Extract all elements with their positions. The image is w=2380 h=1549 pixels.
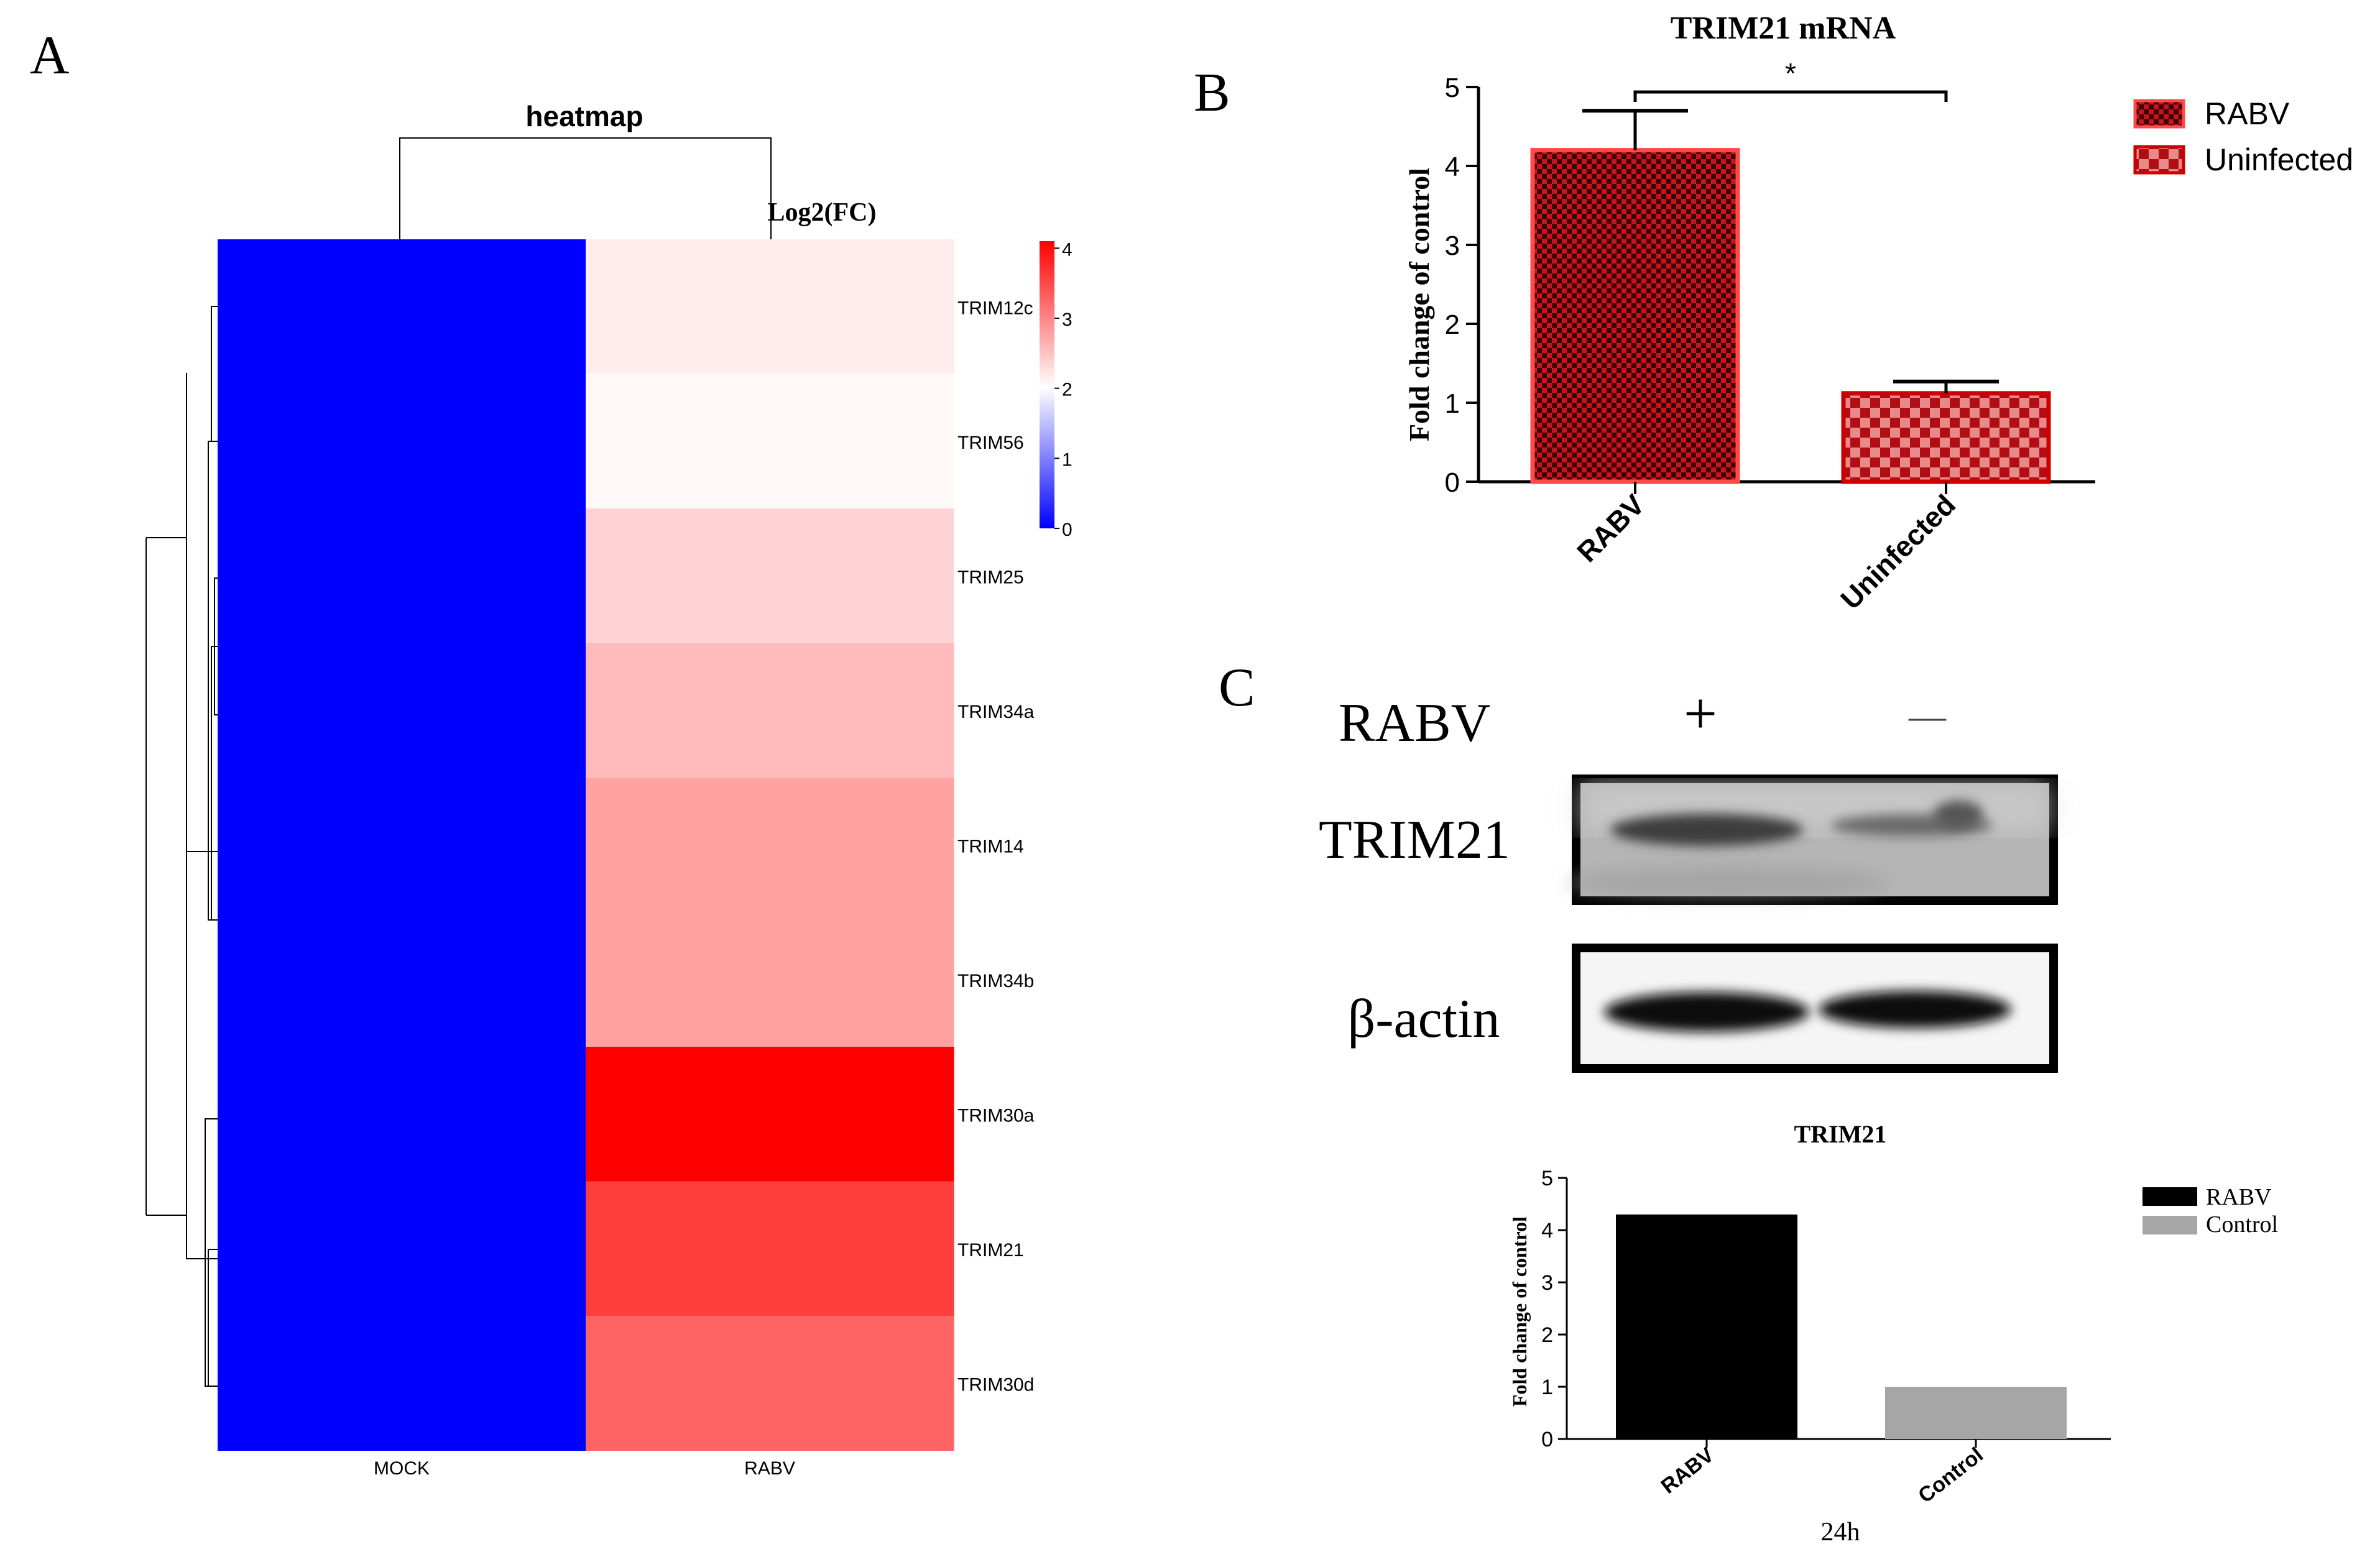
wb-y-tick-label: 5 [1541, 1167, 1553, 1190]
wb-legend-swatch-rabv [2142, 1187, 2197, 1206]
wb-quant-bar [1885, 1387, 2067, 1439]
heatmap-cell [586, 1181, 954, 1317]
heatmap-cell [586, 508, 954, 643]
heatmap-cell [218, 508, 586, 643]
scale-tick-label: 1 [1062, 449, 1072, 470]
mrna-legend-swatch-rabv [2133, 99, 2185, 129]
heatmap-cell [586, 912, 954, 1047]
row-dendrogram [145, 306, 218, 1387]
wb-condition-label: RABV [1339, 693, 1491, 753]
wb-quant-title: TRIM21 [1794, 1120, 1887, 1148]
scale-tick-label: 0 [1062, 520, 1072, 540]
mrna-chart-panel: TRIM21 mRNA Fold change of control 0 1 2 3 4… [1403, 11, 2353, 615]
wb-y-tick-label: 3 [1541, 1271, 1553, 1295]
wb-quant-bar [1616, 1214, 1797, 1439]
heatmap-legend-title: Log2(FC) [768, 198, 877, 227]
wb-legend-swatch-control [2142, 1216, 2197, 1234]
mrna-legend-label-uninfected: Uninfected [2205, 142, 2353, 177]
scale-tick-label: 4 [1062, 239, 1072, 260]
wb-band-label-actin: β-actin [1347, 989, 1500, 1049]
heatmap-cell [218, 239, 586, 374]
wb-quant-y-axis-label: Fold change of control [1508, 1216, 1531, 1407]
heatmap-cell [218, 778, 586, 912]
wb-x-tick-label: RABV [1657, 1443, 1719, 1498]
panel-label-b: B [1194, 63, 1230, 123]
heatmap-row-label: TRIM34a [957, 702, 1035, 722]
mrna-y-tick-label: 2 [1445, 310, 1460, 340]
wb-band-label-trim21: TRIM21 [1319, 810, 1510, 870]
western-blot-panel: RABV + — TRIM21 β-actin TRIM21 Fold chan… [1319, 680, 2278, 1547]
wb-band-trim21-lane1 [1610, 814, 1803, 846]
wb-band-actin-lane2 [1819, 991, 2011, 1028]
wb-lane-minus: — [1908, 696, 1947, 737]
heatmap-cell [218, 1316, 586, 1451]
mrna-legend-label-rabv: RABV [2205, 96, 2290, 131]
heatmap-title: heatmap [525, 100, 643, 132]
heatmap-row-label: TRIM12c [957, 298, 1033, 318]
heatmap-cell [218, 1181, 586, 1317]
mrna-y-tick-label: 4 [1445, 152, 1460, 182]
scale-tick-label: 2 [1062, 380, 1072, 400]
heatmap-cell [218, 374, 586, 509]
mrna-y-tick-label: 1 [1445, 388, 1460, 419]
heatmap-row-label: TRIM56 [957, 433, 1024, 453]
heatmap-cell [586, 643, 954, 778]
panel-label-c: C [1219, 658, 1255, 718]
heatmap-row-label: TRIM25 [957, 567, 1024, 587]
wb-legend-label-rabv: RABV [2206, 1184, 2272, 1210]
mrna-y-tick-label: 5 [1445, 73, 1460, 103]
wb-band-actin-lane1 [1604, 992, 1809, 1032]
heatmap-cell [218, 1047, 586, 1182]
scale-tick-label: 3 [1062, 310, 1072, 330]
column-dendrogram [399, 137, 772, 239]
mrna-bar [1841, 391, 2051, 484]
wb-blot-actin [1572, 944, 2058, 1073]
heatmap-cell [218, 643, 586, 778]
heatmap-column-label: MOCK [374, 1458, 430, 1479]
heatmap-cell [586, 239, 954, 374]
heatmap-row-label: TRIM21 [957, 1240, 1024, 1261]
heatmap-cell [586, 374, 954, 509]
wb-y-tick-label: 1 [1541, 1376, 1553, 1399]
mrna-x-tick-label: Uninfected [1834, 488, 1962, 615]
mrna-bar [1530, 148, 1740, 484]
heatmap-row-label: TRIM34b [957, 971, 1034, 991]
wb-y-tick-label: 4 [1541, 1219, 1553, 1243]
mrna-chart-title: TRIM21 mRNA [1671, 11, 1896, 46]
mrna-y-tick-label: 0 [1445, 467, 1460, 498]
heatmap-color-scale [1040, 241, 1054, 528]
heatmap-cell [586, 778, 954, 912]
mrna-significance-label: * [1785, 57, 1796, 90]
mrna-significance-bracket [1633, 90, 1948, 102]
heatmap-row-label: TRIM30d [957, 1374, 1034, 1395]
wb-y-tick-label: 0 [1541, 1428, 1553, 1451]
wb-blot-trim21 [1567, 774, 2058, 905]
mrna-x-tick-label: RABV [1571, 488, 1651, 568]
mrna-legend-swatch-uninfected [2133, 145, 2185, 175]
heatmap-cell [586, 1047, 954, 1182]
mrna-y-axis-label: Fold change of control [1403, 168, 1435, 441]
wb-legend-label-control: Control [2206, 1211, 2278, 1238]
wb-y-tick-label: 2 [1541, 1323, 1553, 1347]
wb-x-tick-label: Control [1914, 1443, 1988, 1507]
panel-label-a: A [30, 25, 70, 86]
heatmap-cell [218, 912, 586, 1047]
mrna-y-tick-label: 3 [1445, 231, 1460, 261]
heatmap-panel: heatmap Log2(FC) TRIM12c TRIM56 TRIM25 TRIM… [145, 100, 1072, 1479]
wb-lane-plus: + [1684, 680, 1717, 747]
heatmap-row-label: TRIM14 [957, 836, 1024, 857]
heatmap-row-label: TRIM30a [957, 1105, 1035, 1126]
wb-quant-x-axis-label: 24h [1821, 1518, 1860, 1547]
heatmap-column-label: RABV [744, 1458, 795, 1479]
heatmap-cell [586, 1316, 954, 1451]
